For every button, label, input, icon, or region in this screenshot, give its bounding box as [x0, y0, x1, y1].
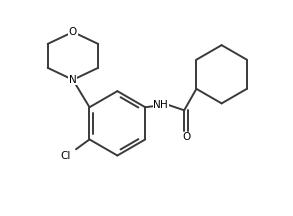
Text: O: O	[182, 132, 190, 142]
Text: Cl: Cl	[61, 151, 71, 161]
Text: N: N	[153, 100, 161, 110]
Text: H: H	[160, 100, 168, 110]
Text: O: O	[69, 27, 77, 37]
Text: N: N	[69, 75, 77, 85]
